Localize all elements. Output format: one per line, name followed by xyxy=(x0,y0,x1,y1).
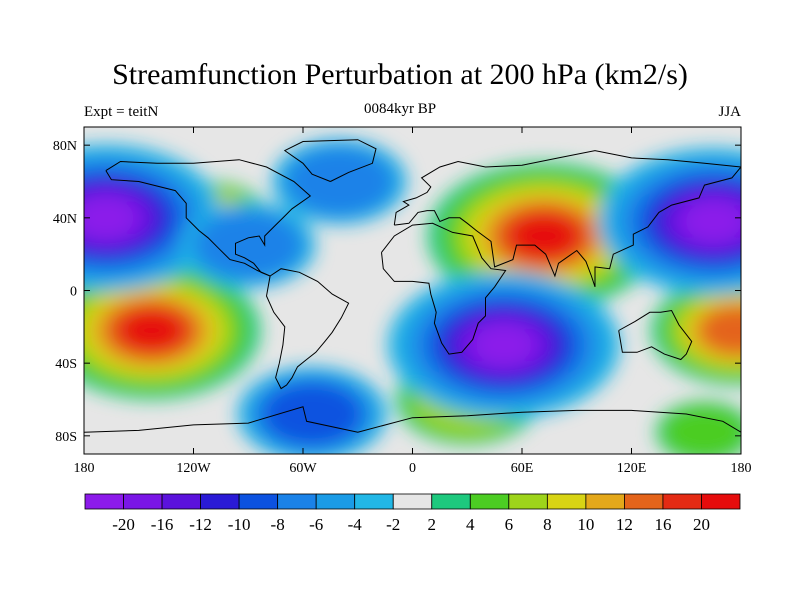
colorbar-swatch xyxy=(315,493,356,510)
plot-title: Streamfunction Perturbation at 200 hPa (… xyxy=(112,58,688,91)
coastline xyxy=(393,150,741,288)
anomaly-center-positive xyxy=(427,162,661,310)
anomaly-contour-band xyxy=(699,306,741,355)
colorbar-label: 2 xyxy=(428,515,437,534)
season-label: JJA xyxy=(718,104,741,120)
colorbar-swatch xyxy=(277,493,317,510)
colorbar-label: 8 xyxy=(543,515,552,534)
colorbar-label: -20 xyxy=(112,515,135,534)
lon-tick-label: 180 xyxy=(731,461,752,476)
coastline xyxy=(381,222,507,355)
anomaly-contour-band xyxy=(474,326,533,364)
anomaly-center-positive xyxy=(84,261,261,400)
colorbar-label: 4 xyxy=(466,515,475,534)
anomaly-center-negative xyxy=(272,138,407,225)
colorbar: -20 -16 -12 -10 -8 -6 -4 -2 2 4 6 8 10 12 16 20 xyxy=(84,493,741,534)
coastline xyxy=(84,406,741,433)
colorbar-label: 6 xyxy=(505,515,514,534)
lon-tick-label: 120E xyxy=(617,461,647,476)
time-label: 0084kyr BP xyxy=(363,101,437,117)
anomaly-contour-band xyxy=(684,203,741,240)
colorbar-label: -4 xyxy=(348,515,363,534)
lat-tick-label: 80N xyxy=(53,139,77,154)
colorbar-swatch xyxy=(354,493,394,510)
colorbar-swatch xyxy=(469,493,510,510)
coastline xyxy=(283,139,377,182)
colorbar-swatch xyxy=(585,493,625,510)
anomaly-contour-band xyxy=(84,199,135,237)
lon-tick-label: 180 xyxy=(74,461,95,476)
colorbar-label: -12 xyxy=(189,515,212,534)
colorbar-swatch xyxy=(392,493,433,510)
colorbar-swatch xyxy=(84,493,124,510)
lon-tick-label: 60E xyxy=(511,461,534,476)
lat-tick-label: 0 xyxy=(70,285,77,300)
map-axes: 180 120W 60W 0 60E 120E 180 80N 40N 0 40S 80S xyxy=(53,126,752,476)
anomaly-contour-band xyxy=(263,383,361,445)
colorbar-label: 16 xyxy=(654,515,671,534)
coastline xyxy=(618,309,693,361)
anomaly-contour-band xyxy=(124,313,179,348)
colorbar-swatch xyxy=(431,493,471,510)
colorbar-label: -6 xyxy=(309,515,323,534)
colorbar-label: -2 xyxy=(386,515,400,534)
colorbar-label: 20 xyxy=(693,515,710,534)
anomaly-center-negative xyxy=(180,202,316,288)
lon-tick-label: 60W xyxy=(289,461,317,476)
colorbar-swatch xyxy=(508,493,548,510)
colorbar-label: 10 xyxy=(577,515,594,534)
colorbar-swatch xyxy=(238,493,279,510)
experiment-label: Expt = teitN xyxy=(84,104,159,120)
colorbar-label: 12 xyxy=(616,515,633,534)
anomaly-center-negative xyxy=(84,144,223,292)
colorbar-swatch xyxy=(624,493,664,510)
anomaly-contour-band xyxy=(288,149,391,214)
lat-tick-label: 40N xyxy=(53,212,77,227)
colorbar-label: -10 xyxy=(228,515,251,534)
colorbar-label: -16 xyxy=(151,515,174,534)
colorbar-swatch xyxy=(161,493,201,510)
lat-tick-label: 80S xyxy=(55,430,77,445)
anomaly-center-negative xyxy=(387,271,620,419)
anomaly-center-negative xyxy=(237,366,388,454)
coastlines xyxy=(84,139,741,433)
anomaly-contour-band xyxy=(196,212,300,278)
lon-tick-label: 0 xyxy=(409,461,416,476)
coastline xyxy=(265,268,350,390)
colorbar-swatch xyxy=(546,493,587,510)
map-area xyxy=(84,127,741,454)
anomaly-center-positive xyxy=(651,275,741,386)
anomaly-contour-band xyxy=(514,217,573,255)
lon-tick-label: 120W xyxy=(176,461,211,476)
anomaly-contour-band xyxy=(661,405,741,454)
colorbar-label: -8 xyxy=(271,515,285,534)
colorbar-swatch xyxy=(200,493,240,510)
coastline xyxy=(105,159,312,277)
colorbar-swatch xyxy=(123,493,163,510)
lat-tick-label: 40S xyxy=(55,357,77,372)
anomaly-center-positive xyxy=(655,401,741,454)
colorbar-swatch xyxy=(701,493,741,510)
colorbar-swatch xyxy=(662,493,702,510)
